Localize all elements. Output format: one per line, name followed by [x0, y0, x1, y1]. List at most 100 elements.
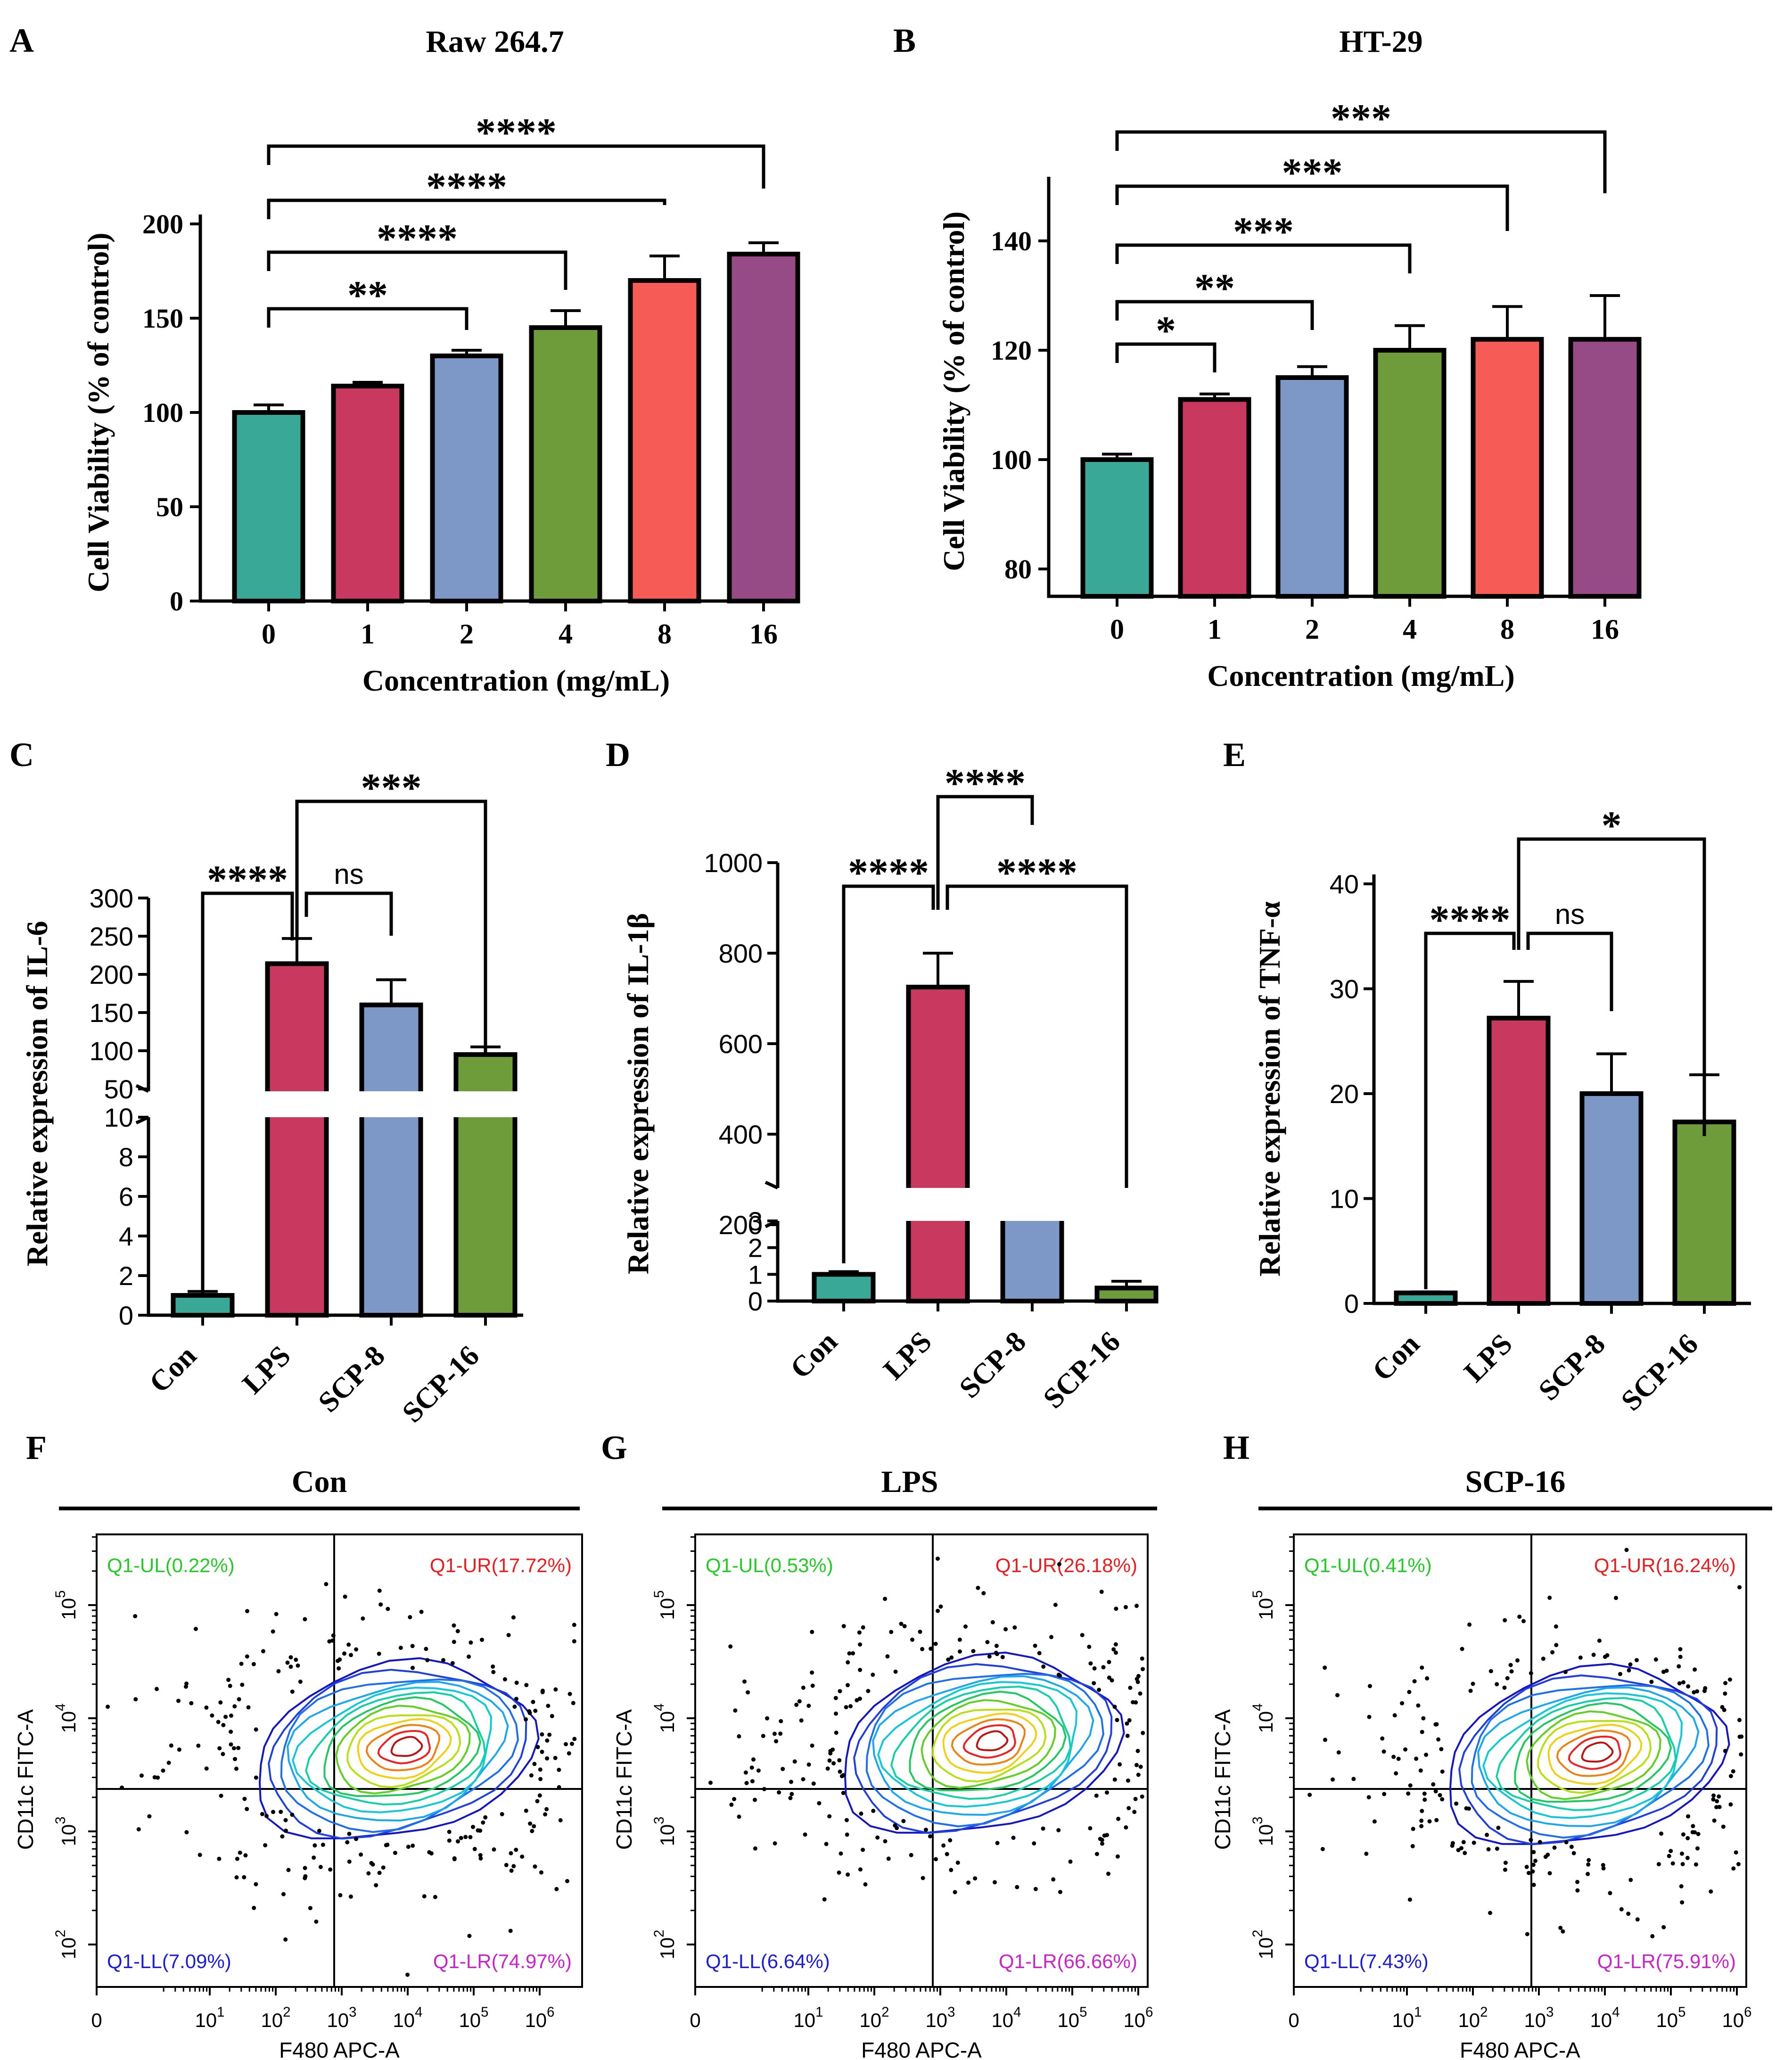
- bar: [1568, 337, 1642, 599]
- panel-letter: D: [606, 736, 630, 774]
- event-dot: [1737, 1718, 1742, 1722]
- x-axis-label: F480 APC-A: [861, 2038, 982, 2060]
- panel-letter: F: [26, 1429, 47, 1467]
- event-dot: [806, 1704, 811, 1708]
- significance-label: ****: [945, 760, 1026, 806]
- event-dot: [433, 1895, 437, 1899]
- y-tick-label: 200: [719, 1210, 763, 1240]
- event-dot: [993, 1880, 997, 1885]
- significance-bracket: [267, 307, 469, 330]
- event-dot: [1601, 1863, 1605, 1867]
- event-dot: [844, 1705, 848, 1709]
- event-dot: [985, 1640, 990, 1644]
- event-dot: [193, 1627, 198, 1631]
- significance-label: *: [1156, 308, 1176, 353]
- event-dot: [441, 1658, 445, 1663]
- event-dot: [1400, 1701, 1405, 1706]
- event-dot: [260, 1812, 264, 1816]
- x-tick-label: 0: [262, 618, 276, 650]
- event-dot: [467, 1654, 471, 1659]
- event-dot: [949, 1868, 954, 1872]
- bar: [812, 1272, 876, 1303]
- event-dot: [321, 1842, 325, 1847]
- panel-A: 0 50 100 150 200 0 1 2 4 8 16 Raw 264.7 Concentratio…: [82, 25, 800, 697]
- event-dot: [737, 1814, 741, 1819]
- x-tick-label: 0: [1288, 2009, 1299, 2031]
- event-dot: [1420, 1665, 1424, 1670]
- event-dot: [1106, 1871, 1110, 1876]
- density-contour: [1568, 1735, 1622, 1770]
- event-dot: [1488, 1911, 1492, 1915]
- y-tick-label: 102: [53, 1929, 80, 1959]
- event-dot: [317, 1829, 321, 1833]
- event-dot: [406, 1845, 411, 1849]
- event-dot: [1723, 1691, 1727, 1696]
- event-dot: [228, 1683, 232, 1688]
- y-tick-label: 140: [991, 226, 1032, 256]
- event-dot: [1695, 1689, 1700, 1694]
- significance-label: ***: [361, 765, 422, 810]
- event-dot: [354, 1837, 359, 1841]
- event-dot: [234, 1766, 238, 1771]
- event-dot: [238, 1850, 242, 1855]
- plot-frame: [694, 1533, 1149, 1988]
- event-dot: [777, 1790, 781, 1795]
- x-axis-label: F480 APC-A: [1460, 2038, 1580, 2060]
- event-dot: [1517, 1615, 1522, 1619]
- event-dot: [264, 1813, 269, 1818]
- event-dot: [524, 1717, 528, 1722]
- event-dot: [290, 1813, 295, 1817]
- event-dot: [1408, 1783, 1413, 1788]
- event-dot: [1391, 1755, 1396, 1759]
- event-dot: [491, 1670, 496, 1674]
- event-dot: [1661, 1670, 1666, 1674]
- y-tick-label: 105: [53, 1590, 80, 1620]
- event-dot: [544, 1807, 549, 1812]
- event-dot: [1335, 1693, 1340, 1697]
- event-dot: [558, 1818, 563, 1822]
- event-dot: [155, 1687, 159, 1691]
- event-dot: [1431, 1782, 1436, 1787]
- quadrant-label-lr: Q1-LR(66.66%): [999, 1950, 1137, 1972]
- event-dot: [564, 1742, 568, 1747]
- event-dot: [189, 1701, 194, 1706]
- event-dot: [280, 1834, 285, 1839]
- event-dot: [828, 1751, 833, 1755]
- y-tick-label: 103: [53, 1816, 80, 1846]
- event-dot: [794, 1703, 799, 1707]
- event-dot: [1433, 1789, 1438, 1794]
- event-dot: [308, 1906, 312, 1911]
- x-tick-label: 103: [925, 2004, 955, 2031]
- event-dot: [424, 1647, 428, 1651]
- event-dot: [858, 1867, 863, 1872]
- event-dot: [773, 1841, 777, 1846]
- event-dot: [1456, 1848, 1461, 1853]
- event-dot: [1422, 1797, 1427, 1802]
- event-dot: [1420, 1809, 1424, 1813]
- event-dot: [1114, 1607, 1118, 1611]
- event-dot: [1720, 1705, 1725, 1709]
- axis-break-band: [783, 1188, 1155, 1221]
- event-dot: [504, 1862, 509, 1867]
- event-dot: [859, 1811, 863, 1816]
- event-dot: [1107, 1675, 1111, 1680]
- density-contour: [877, 1681, 1078, 1808]
- event-dot: [1601, 1866, 1606, 1870]
- event-dot: [981, 1591, 986, 1596]
- event-dot: [349, 1653, 353, 1657]
- event-dot: [1088, 1661, 1093, 1666]
- event-dot: [837, 1758, 842, 1763]
- event-dot: [459, 1836, 463, 1840]
- event-dot: [1126, 1778, 1130, 1783]
- event-dot: [377, 1651, 381, 1656]
- event-dot: [481, 1820, 485, 1825]
- event-dot: [1012, 1625, 1017, 1630]
- event-dot: [1679, 1884, 1684, 1888]
- event-dot: [1529, 1838, 1533, 1842]
- density-contour: [1482, 1692, 1683, 1819]
- event-dot: [803, 1832, 807, 1837]
- event-dot: [527, 1709, 532, 1714]
- event-dot: [106, 1705, 110, 1709]
- event-dot: [1092, 1681, 1096, 1686]
- event-dot: [500, 1812, 504, 1816]
